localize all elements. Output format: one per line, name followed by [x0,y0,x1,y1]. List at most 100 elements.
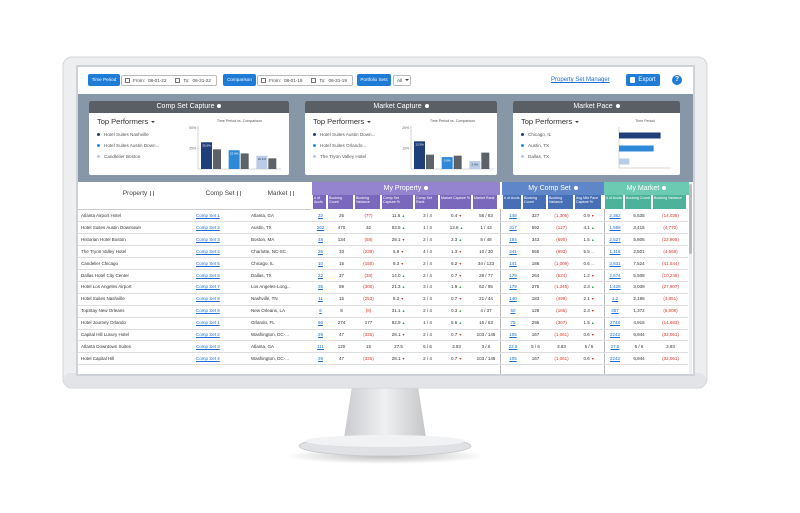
table-cell[interactable]: 66 [317,320,323,326]
mini-chart: Time Period vs. Comparison 20% 10% 13.5% 5.8… [402,119,494,170]
sub-header: Booking Variance [355,195,382,209]
dropdown[interactable]: Top Performers [313,117,372,126]
table-cell[interactable]: 2,362 [609,213,621,218]
table-cell[interactable]: 2748 [609,320,620,326]
table-cell[interactable]: 22 [317,272,323,278]
dropdown[interactable]: Top Performers [521,117,580,126]
table-cell: 103 / 148 [476,355,496,361]
table-cell[interactable]: Comp Set 3 [196,236,220,242]
property-set-manager-link[interactable]: Property Set Manager [551,77,610,83]
comparison-range[interactable]: From: 08-01-19 To: 08-31-19 [257,74,353,86]
bar [619,158,630,165]
table-cell[interactable]: 105 [509,355,517,361]
row-line [78,340,688,341]
table-cell[interactable]: 357 [611,308,619,314]
portfolio-select[interactable]: All [393,74,411,86]
portfolio-sets-button[interactable]: Portfolio Sets [357,74,391,86]
table-cell: Atlanta Downtown Suites [81,343,132,349]
table-cell[interactable]: 164 [509,236,517,242]
row-line [78,364,688,365]
table-cell[interactable]: Comp Set 6 [196,272,220,278]
table-cell[interactable]: 1,426 [609,284,621,290]
table-cell[interactable]: Comp Set 3 [196,343,220,349]
table-cell[interactable]: 29 [317,355,323,361]
table-cell: (150) [363,260,374,266]
table-cell[interactable]: 2,674 [609,272,621,278]
table-cell[interactable]: 11 [318,296,323,302]
table-cell[interactable]: Comp Set 4 [196,355,220,361]
table-cell[interactable]: 6 [319,308,322,314]
table-cell[interactable]: 1.2 [611,296,619,302]
help-button[interactable]: ? [672,75,682,85]
table-cell[interactable]: Comp Set 2 [196,224,220,230]
table-cell[interactable]: Comp Set 8 [196,296,220,302]
time-period-button[interactable]: Time Period [88,74,120,86]
table-cell[interactable]: Comp Set 1 [196,213,220,218]
comparison-bar [426,154,434,169]
table-cell: (10,248) [662,272,679,278]
table-cell: 2 / 4 [423,308,432,314]
comparison-bar [268,158,277,169]
column-header[interactable]: Market [251,190,311,197]
table-cell: Nashville, TN [251,296,278,302]
table-cell[interactable]: 141 [509,260,517,266]
table-cell[interactable]: Comp Set 5 [196,260,220,266]
table-cell: (4,669) [663,248,678,254]
table-cell: 0.7 ▼ [450,272,463,278]
table-cell[interactable]: 27.5 [610,343,620,349]
mini-chart: Time Period vs. Comparison 50% 25% 32.6% 22.… [189,119,281,170]
sub-header: Booking Variance [548,195,575,209]
table-cell[interactable]: 2,527 [609,236,621,242]
table-cell[interactable]: 317 [509,224,517,230]
table-cell: 33 [338,248,344,254]
scroll-thumb[interactable] [689,184,692,254]
table-cell[interactable]: Comp Set 9 [196,308,220,314]
table-cell[interactable]: 10 [317,260,323,266]
table-cell[interactable]: 262 [316,224,325,230]
bar [619,132,661,139]
table-cell[interactable]: 3,831 [609,260,621,266]
row-line [78,328,688,329]
table-cell: (32,061) [662,332,679,337]
label: From: [269,77,281,83]
table-cell[interactable]: Comp Set 4 [196,248,220,254]
table-cell[interactable]: 48 [317,236,323,242]
table-cell[interactable]: Comp Set 2 [196,332,220,337]
export-button[interactable]: Export [626,74,660,86]
column-header[interactable]: Property [81,190,196,197]
table-cell: 92.9 ▲ [391,320,406,326]
table-cell[interactable]: 105 [509,332,517,337]
table-cell[interactable]: 1,658 [609,224,621,230]
table-cell: 0.4 ▼ [450,213,463,218]
table-cell[interactable]: 32 [317,213,323,218]
table-cell[interactable]: Comp Set 1 [196,320,220,326]
table-cell[interactable]: 148 [509,213,517,218]
table-cell[interactable]: 29 [317,332,323,337]
table-cell[interactable]: 241 [509,248,517,254]
table-cell[interactable]: 22.5 [508,343,518,349]
table-cell[interactable]: 179 [509,284,517,290]
column-header[interactable]: Comp Set [196,190,251,197]
table-cell[interactable]: 2242 [609,332,620,337]
table-cell[interactable]: Comp Set 7 [196,284,220,290]
table-cell[interactable]: 35 [317,284,323,290]
table-cell: Hotel Suites Austin Downtown [81,224,142,230]
group-title: My Comp Set [528,185,571,192]
table-cell: 2.3 ▲ [583,284,595,290]
table-cell[interactable]: 50 [510,308,516,314]
table-cell[interactable]: 1,118 [609,248,621,254]
table-cell[interactable]: 140 [509,296,517,302]
table-cell: (1,345) [554,284,569,290]
performer-item: Austin, TX [521,143,549,148]
table-cell: 264 [531,272,540,278]
table-cell[interactable]: 179 [509,272,517,278]
table-cell[interactable]: 75 [510,320,516,326]
dropdown[interactable]: Top Performers [97,117,156,126]
table-cell[interactable]: 26 [317,248,323,254]
table-cell[interactable]: 2242 [609,355,620,361]
row-line [78,257,688,258]
table-cell[interactable]: 111 [317,343,324,349]
comparison-button[interactable]: Comparison [223,74,256,86]
date-range[interactable]: From: 08-01-22 To: 08-31-22 [121,74,217,86]
performer-name: Chicago, IL [528,132,552,137]
